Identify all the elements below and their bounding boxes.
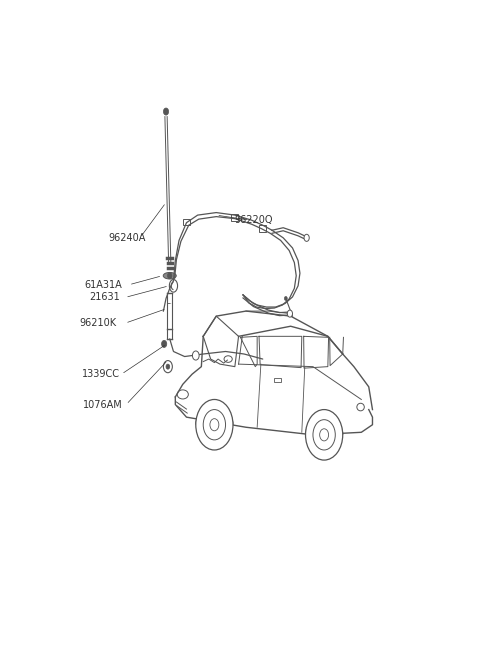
Text: 96220Q: 96220Q — [234, 215, 273, 225]
Circle shape — [166, 364, 170, 369]
Bar — [231, 214, 238, 220]
Circle shape — [313, 420, 335, 450]
Circle shape — [288, 310, 292, 317]
Circle shape — [210, 419, 219, 431]
Circle shape — [168, 273, 172, 279]
Text: 61A31A: 61A31A — [84, 280, 122, 290]
Text: 96210K: 96210K — [80, 318, 117, 328]
Bar — [259, 225, 266, 232]
Ellipse shape — [357, 403, 364, 411]
Circle shape — [163, 361, 172, 373]
Circle shape — [192, 351, 199, 360]
Text: 96240A: 96240A — [108, 233, 146, 243]
Circle shape — [320, 429, 329, 441]
Circle shape — [284, 297, 288, 300]
Circle shape — [203, 409, 226, 440]
Circle shape — [304, 234, 309, 241]
Ellipse shape — [177, 390, 188, 399]
Circle shape — [196, 400, 233, 450]
Text: 21631: 21631 — [89, 293, 120, 302]
Ellipse shape — [163, 272, 176, 279]
Bar — [274, 379, 281, 382]
Bar — [183, 218, 190, 225]
Circle shape — [163, 108, 168, 115]
Circle shape — [162, 340, 167, 348]
Circle shape — [305, 409, 343, 460]
Ellipse shape — [224, 356, 232, 362]
Text: 1339CC: 1339CC — [83, 369, 120, 379]
Text: 1076AM: 1076AM — [83, 400, 123, 409]
